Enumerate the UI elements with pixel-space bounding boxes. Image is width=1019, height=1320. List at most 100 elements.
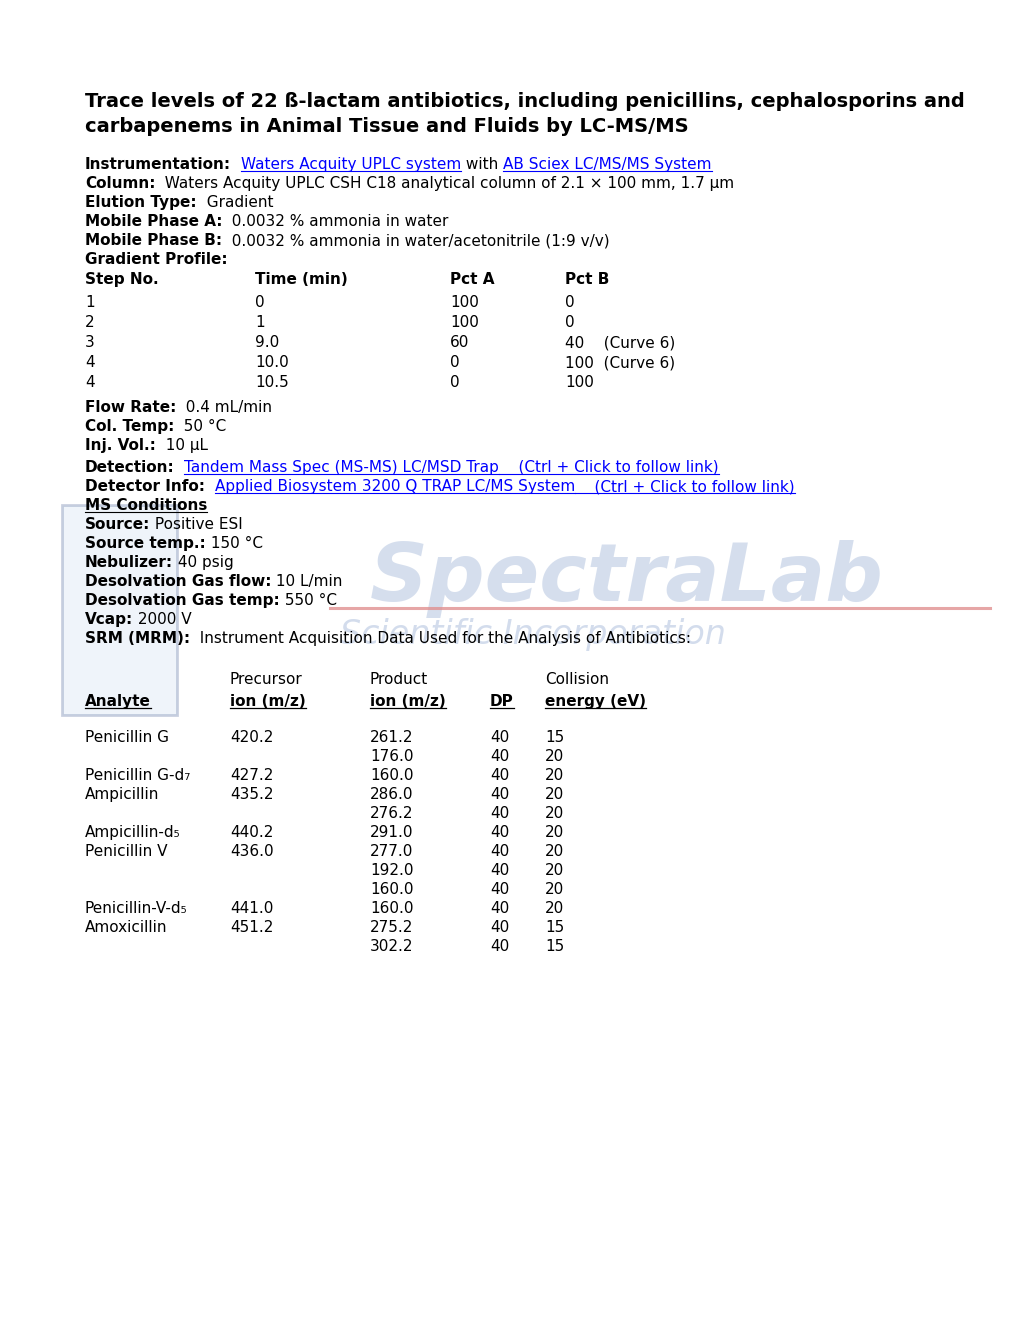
Text: 100  (Curve 6): 100 (Curve 6) xyxy=(565,355,675,370)
Text: 20: 20 xyxy=(544,863,564,878)
Text: Desolvation Gas flow:: Desolvation Gas flow: xyxy=(85,574,271,589)
Text: 3: 3 xyxy=(85,335,95,350)
Text: 160.0: 160.0 xyxy=(370,882,413,898)
Text: Elution Type:: Elution Type: xyxy=(85,195,197,210)
Text: Amoxicillin: Amoxicillin xyxy=(85,920,167,935)
Text: 40: 40 xyxy=(489,768,508,783)
Text: Detection:: Detection: xyxy=(85,459,174,475)
Text: 176.0: 176.0 xyxy=(370,748,413,764)
Text: Mobile Phase B:: Mobile Phase B: xyxy=(85,234,222,248)
FancyBboxPatch shape xyxy=(62,506,177,715)
Text: 60: 60 xyxy=(449,335,469,350)
Text: 15: 15 xyxy=(544,920,564,935)
Text: 9.0: 9.0 xyxy=(255,335,279,350)
Text: Flow Rate:: Flow Rate: xyxy=(85,400,176,414)
Text: 192.0: 192.0 xyxy=(370,863,413,878)
Text: Trace levels of 22 ß-lactam antibiotics, including penicillins, cephalosporins a: Trace levels of 22 ß-lactam antibiotics,… xyxy=(85,92,964,111)
Text: 261.2: 261.2 xyxy=(370,730,413,744)
Text: Scientific Incorporation: Scientific Incorporation xyxy=(339,618,726,651)
Text: Gradient Profile:: Gradient Profile: xyxy=(85,252,227,267)
Text: 435.2: 435.2 xyxy=(229,787,273,803)
Text: Vcap:: Vcap: xyxy=(85,612,133,627)
Text: 1: 1 xyxy=(85,294,95,310)
Text: 160.0: 160.0 xyxy=(370,768,413,783)
Text: Instrument Acquisition Data Used for the Analysis of Antibiotics:: Instrument Acquisition Data Used for the… xyxy=(190,631,691,645)
Text: Column:: Column: xyxy=(85,176,155,191)
Text: 0: 0 xyxy=(449,375,460,389)
Text: 40: 40 xyxy=(489,920,508,935)
Text: DP: DP xyxy=(489,694,514,709)
Text: 20: 20 xyxy=(544,807,564,821)
Text: Instrumentation:: Instrumentation: xyxy=(85,157,231,172)
Text: ion (m/z): ion (m/z) xyxy=(370,694,445,709)
Text: 100: 100 xyxy=(449,315,478,330)
Text: Penicillin V: Penicillin V xyxy=(85,843,167,859)
Text: 150 °C: 150 °C xyxy=(206,536,263,550)
Text: Product: Product xyxy=(370,672,428,686)
Text: (Ctrl + Click to follow link): (Ctrl + Click to follow link) xyxy=(575,479,794,494)
Text: Source:: Source: xyxy=(85,517,150,532)
Text: 20: 20 xyxy=(544,902,564,916)
Text: energy (eV): energy (eV) xyxy=(544,694,645,709)
Text: SRM (MRM):: SRM (MRM): xyxy=(85,631,190,645)
Text: Source temp.:: Source temp.: xyxy=(85,536,206,550)
Text: 0: 0 xyxy=(255,294,264,310)
Text: Tandem Mass Spec (MS-MS) LC/MSD Trap: Tandem Mass Spec (MS-MS) LC/MSD Trap xyxy=(184,459,499,475)
Text: 276.2: 276.2 xyxy=(370,807,413,821)
Text: 302.2: 302.2 xyxy=(370,939,413,954)
Text: Col. Temp:: Col. Temp: xyxy=(85,418,174,434)
Text: 20: 20 xyxy=(544,787,564,803)
Text: Positive ESI: Positive ESI xyxy=(150,517,243,532)
Text: Inj. Vol.:: Inj. Vol.: xyxy=(85,438,156,453)
Text: Time (min): Time (min) xyxy=(255,272,347,286)
Text: 40    (Curve 6): 40 (Curve 6) xyxy=(565,335,675,350)
Text: 10 L/min: 10 L/min xyxy=(271,574,342,589)
Text: 1: 1 xyxy=(255,315,264,330)
Text: Mobile Phase A:: Mobile Phase A: xyxy=(85,214,222,228)
Text: 20: 20 xyxy=(544,748,564,764)
Text: with: with xyxy=(461,157,502,172)
Text: ion (m/z): ion (m/z) xyxy=(229,694,306,709)
Text: 440.2: 440.2 xyxy=(229,825,273,840)
Text: 40: 40 xyxy=(489,843,508,859)
Text: 20: 20 xyxy=(544,843,564,859)
Text: (Ctrl + Click to follow link): (Ctrl + Click to follow link) xyxy=(499,459,718,475)
Text: Step No.: Step No. xyxy=(85,272,159,286)
Text: 50 °C: 50 °C xyxy=(174,418,226,434)
Text: 40: 40 xyxy=(489,748,508,764)
Text: Penicillin G-d₇: Penicillin G-d₇ xyxy=(85,768,191,783)
Text: 40: 40 xyxy=(489,902,508,916)
Text: Ampicillin: Ampicillin xyxy=(85,787,159,803)
Text: 2: 2 xyxy=(85,315,95,330)
Text: Precursor: Precursor xyxy=(229,672,303,686)
Text: Collision: Collision xyxy=(544,672,608,686)
Text: MS Conditions: MS Conditions xyxy=(85,498,207,513)
Text: 40: 40 xyxy=(489,787,508,803)
Text: 436.0: 436.0 xyxy=(229,843,273,859)
Text: carbapenems in Animal Tissue and Fluids by LC-MS/MS: carbapenems in Animal Tissue and Fluids … xyxy=(85,117,688,136)
Text: 550 °C: 550 °C xyxy=(279,593,336,609)
Text: Waters Acquity UPLC CSH C18 analytical column of 2.1 × 100 mm, 1.7 μm: Waters Acquity UPLC CSH C18 analytical c… xyxy=(155,176,734,191)
Text: 40: 40 xyxy=(489,825,508,840)
Text: 420.2: 420.2 xyxy=(229,730,273,744)
Text: 40: 40 xyxy=(489,882,508,898)
Text: Waters Acquity UPLC system: Waters Acquity UPLC system xyxy=(240,157,461,172)
Text: 15: 15 xyxy=(544,939,564,954)
Text: 40: 40 xyxy=(489,807,508,821)
Text: 40: 40 xyxy=(489,939,508,954)
Text: 20: 20 xyxy=(544,825,564,840)
Text: 20: 20 xyxy=(544,882,564,898)
Text: 0: 0 xyxy=(565,294,574,310)
Text: Desolvation Gas temp:: Desolvation Gas temp: xyxy=(85,593,279,609)
Text: 451.2: 451.2 xyxy=(229,920,273,935)
Text: 427.2: 427.2 xyxy=(229,768,273,783)
Text: Applied Biosystem 3200 Q TRAP LC/MS System: Applied Biosystem 3200 Q TRAP LC/MS Syst… xyxy=(215,479,575,494)
Text: Penicillin G: Penicillin G xyxy=(85,730,169,744)
Text: Ampicillin-d₅: Ampicillin-d₅ xyxy=(85,825,180,840)
Text: Analyte: Analyte xyxy=(85,694,151,709)
Text: 0.0032 % ammonia in water: 0.0032 % ammonia in water xyxy=(222,214,448,228)
Text: 0: 0 xyxy=(449,355,460,370)
Text: 20: 20 xyxy=(544,768,564,783)
Text: Pct A: Pct A xyxy=(449,272,494,286)
Text: Gradient: Gradient xyxy=(197,195,273,210)
